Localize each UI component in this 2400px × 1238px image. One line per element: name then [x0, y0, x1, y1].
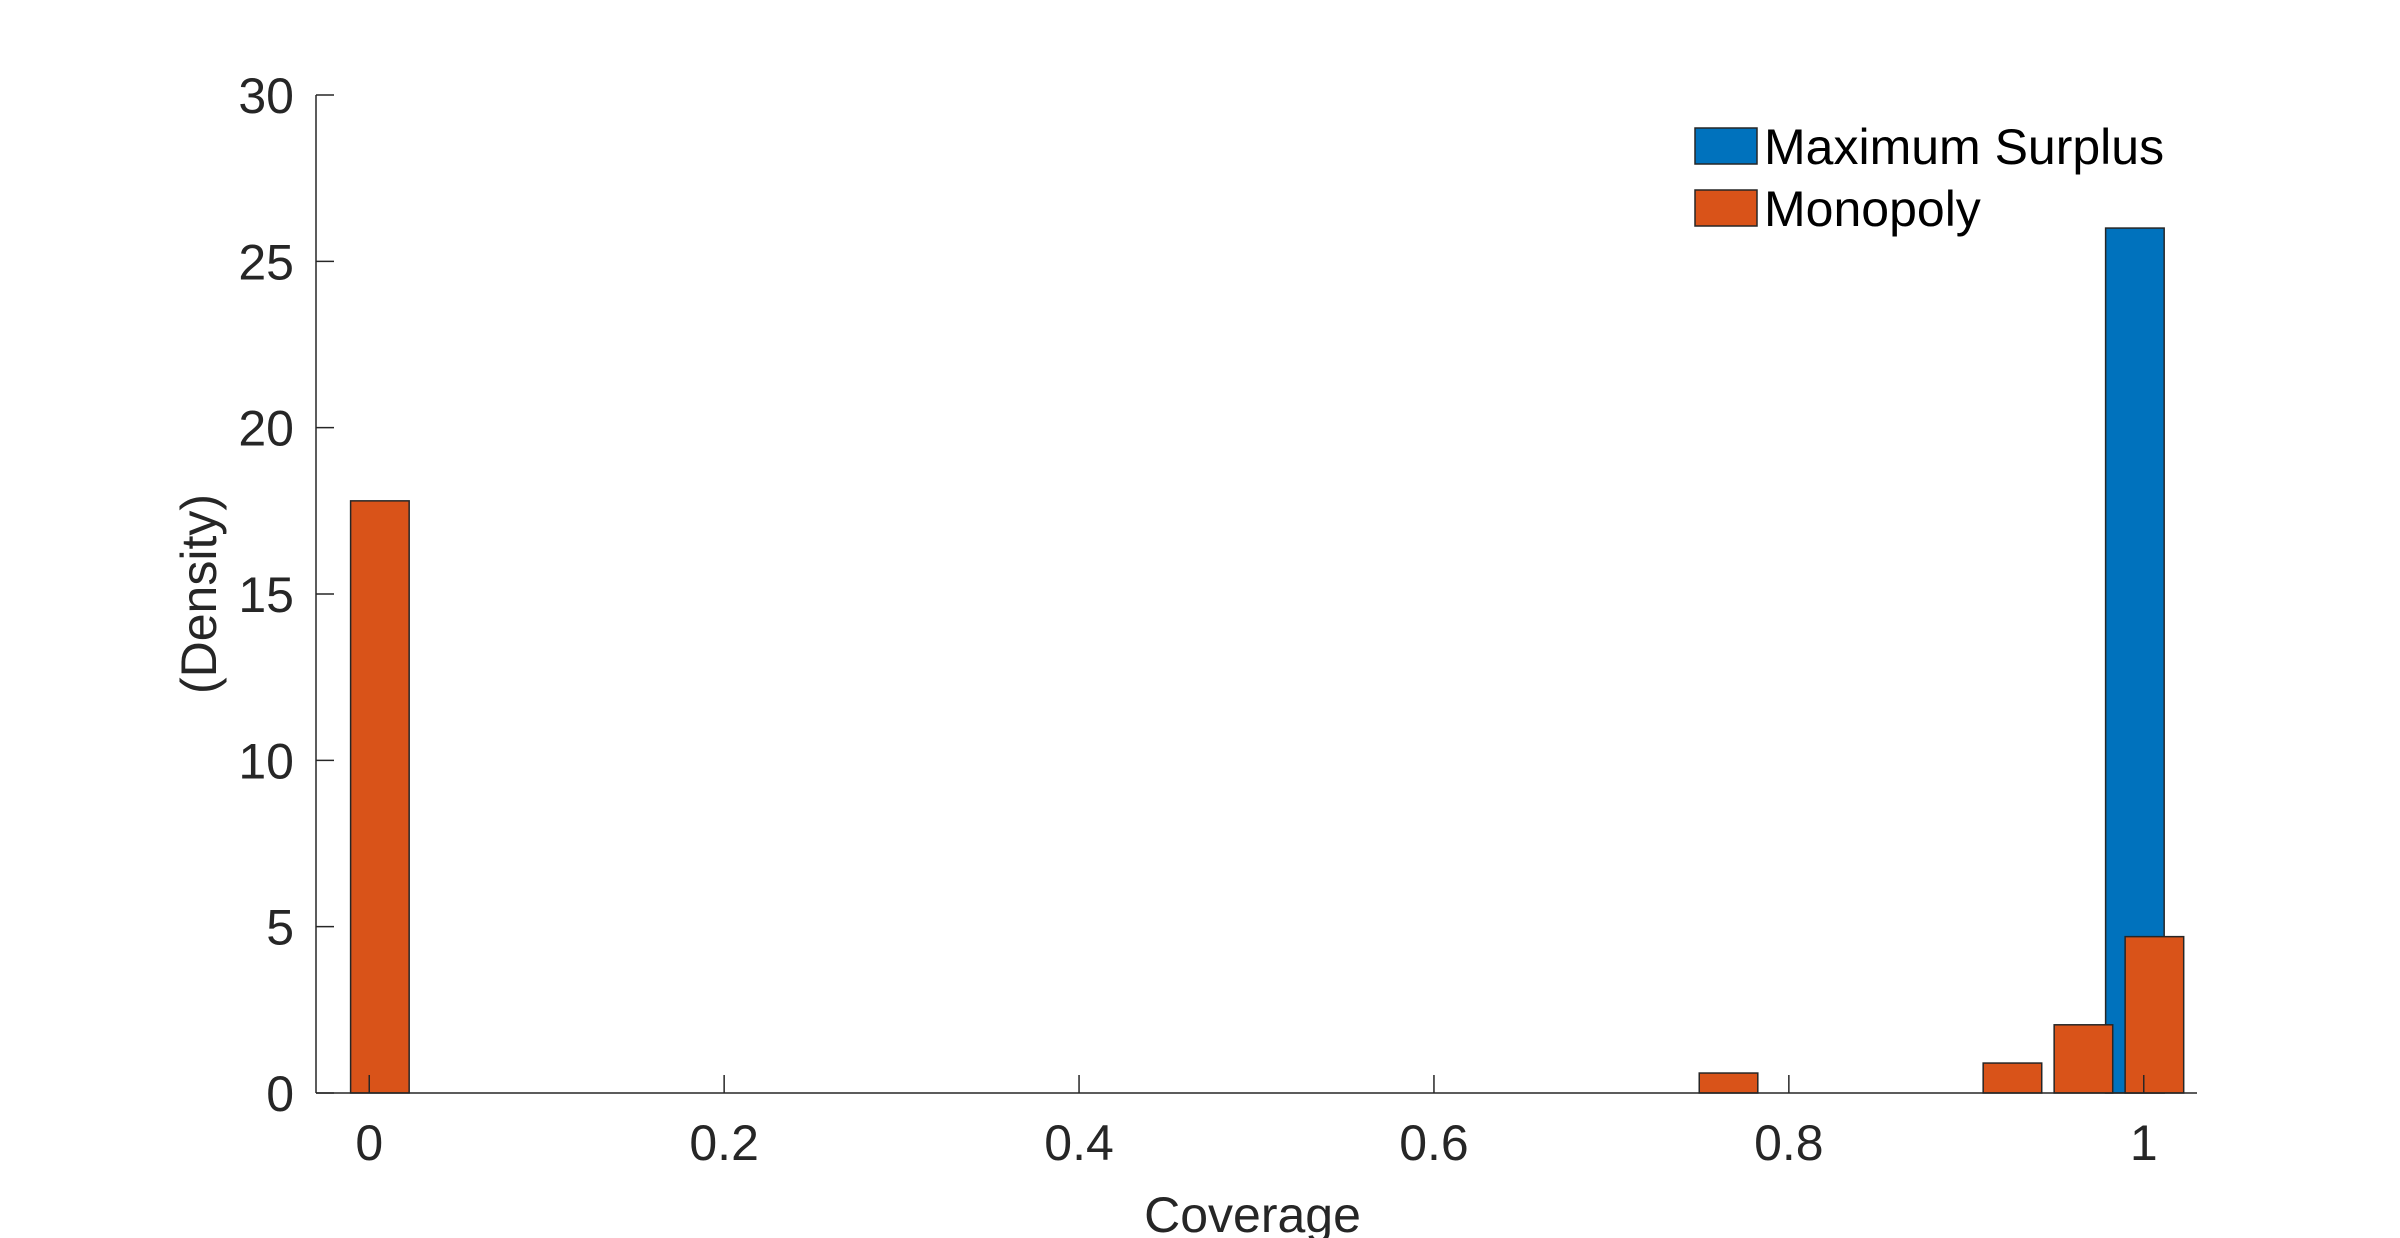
x-tick-label: 0.2: [689, 1115, 759, 1171]
axes-layer: [315, 95, 2197, 1094]
bar-monopoly-0: [349, 500, 410, 1094]
x-tick-label: 1: [2130, 1115, 2158, 1171]
legend: Maximum Surplus Monopoly: [1694, 119, 2164, 237]
legend-swatch-maximum-surplus: [1694, 127, 1758, 165]
y-tick-label: 20: [238, 401, 294, 457]
x-tick-label: 0: [355, 1115, 383, 1171]
legend-swatch-monopoly: [1694, 189, 1758, 227]
x-ticks: 0 0.2 0.4 0.6 0.8 1: [355, 1075, 2158, 1171]
y-ticks: 0 5 10 15 20 25 30: [238, 68, 334, 1122]
legend-label-monopoly: Monopoly: [1764, 181, 1981, 237]
x-tick-label: 0.4: [1044, 1115, 1114, 1171]
bar-monopoly-1: [1698, 1072, 1759, 1094]
y-tick-label: 10: [238, 733, 294, 789]
y-axis-label: (Density): [171, 494, 227, 694]
y-tick-label: 5: [266, 900, 294, 956]
bars-layer: [349, 227, 2185, 1094]
y-tick-label: 25: [238, 234, 294, 290]
bar-monopoly-3: [2053, 1024, 2114, 1094]
x-tick-label: 0.8: [1754, 1115, 1824, 1171]
x-axis-label: Coverage: [1144, 1187, 1361, 1238]
bar-monopoly-4: [2124, 935, 2185, 1094]
y-tick-label: 0: [266, 1066, 294, 1122]
y-tick-label: 30: [238, 68, 294, 124]
x-tick-label: 0.6: [1399, 1115, 1469, 1171]
legend-label-maximum-surplus: Maximum Surplus: [1764, 119, 2164, 175]
bar-monopoly-2: [1982, 1062, 2043, 1094]
y-tick-label: 15: [238, 567, 294, 623]
